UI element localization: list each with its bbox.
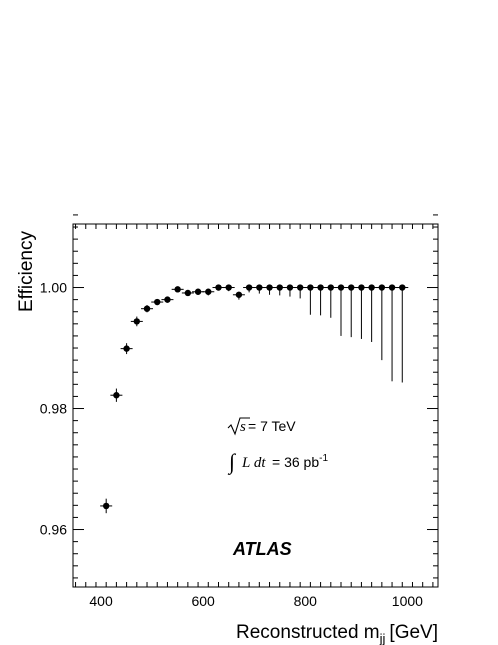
data-point — [192, 288, 205, 295]
data-point — [212, 284, 225, 291]
lumi-value-text: = 36 pb-1 — [272, 453, 328, 470]
marker — [164, 296, 171, 303]
y-tick-label: 1.00 — [40, 280, 67, 296]
axis-tick-labels: 400 600 800 1000 0.96 0.98 1.00 — [40, 280, 423, 609]
marker — [286, 284, 294, 291]
data-point — [314, 284, 327, 316]
lumi-exponent: -1 — [319, 453, 328, 464]
marker — [225, 284, 232, 291]
data-point — [324, 284, 337, 318]
data-point — [141, 305, 154, 313]
data-point — [355, 284, 368, 339]
marker — [205, 288, 212, 295]
marker — [348, 284, 355, 291]
marker — [388, 284, 396, 291]
integral-symbol: ∫ — [227, 449, 237, 475]
data-point — [171, 286, 184, 293]
data-point — [294, 284, 307, 299]
energy-annotation: s = 7 TeV — [227, 417, 296, 436]
marker — [327, 284, 334, 291]
data-point — [263, 284, 276, 295]
y-tick-label: 0.96 — [40, 522, 67, 538]
marker — [337, 284, 345, 291]
data-point — [304, 284, 317, 315]
marker — [296, 284, 304, 291]
data-point — [375, 284, 388, 361]
lumi-label-text: L dt — [241, 455, 266, 471]
marker — [235, 291, 243, 298]
marker — [276, 284, 283, 291]
x-tick-label: 800 — [294, 593, 318, 609]
experiment-label: ATLAS — [232, 539, 292, 559]
marker — [378, 284, 386, 291]
x-tick-label: 1000 — [392, 593, 423, 609]
marker — [266, 284, 273, 291]
data-point — [181, 289, 194, 297]
lumi-value: = 36 pb — [272, 454, 319, 470]
marker — [143, 305, 151, 312]
data-point — [232, 291, 245, 300]
marker — [399, 284, 406, 291]
marker — [113, 392, 120, 399]
marker — [256, 284, 263, 291]
marker — [368, 284, 375, 291]
marker — [358, 284, 365, 291]
marker — [307, 284, 314, 291]
x-axis-label-sub: jj — [379, 631, 386, 645]
data-point — [130, 316, 143, 327]
marker — [194, 288, 202, 295]
marker — [133, 318, 141, 325]
marker — [123, 345, 130, 352]
data-point — [386, 284, 399, 382]
data-point — [243, 284, 256, 293]
marker — [215, 284, 222, 291]
marker — [245, 284, 253, 291]
data-point — [273, 284, 286, 296]
data-point — [222, 284, 235, 292]
marker — [184, 289, 192, 297]
luminosity-annotation: ∫ L dt = 36 pb-1 — [227, 449, 328, 475]
data-point — [396, 284, 409, 383]
data-point — [365, 284, 378, 342]
energy-text: = 7 TeV — [248, 418, 296, 434]
x-axis-label-main: Reconstructed m — [236, 622, 380, 643]
data-point — [110, 388, 123, 402]
data-point — [100, 498, 113, 514]
x-tick-label: 600 — [191, 593, 215, 609]
y-tick-label: 0.98 — [40, 401, 67, 417]
axis-ticks — [73, 214, 438, 587]
x-axis-label-unit: [GeV] — [389, 622, 438, 643]
marker — [174, 286, 181, 293]
marker — [154, 298, 161, 306]
marker — [102, 502, 110, 510]
data-point — [120, 343, 133, 355]
data-point — [335, 284, 348, 336]
data-point — [283, 284, 296, 297]
x-axis-label: Reconstructed mjj [GeV] — [236, 622, 438, 645]
data-point — [151, 298, 164, 306]
marker — [317, 284, 324, 291]
x-tick-label: 400 — [89, 593, 113, 609]
sqrt-s-text: s — [240, 419, 246, 435]
sqrt-symbol — [227, 417, 250, 436]
data-point — [345, 284, 358, 338]
data-point — [253, 284, 266, 294]
data-point — [161, 296, 174, 303]
data-points — [100, 284, 409, 514]
data-point — [202, 288, 215, 296]
y-axis-label: Efficiency — [16, 231, 37, 312]
plot-frame — [72, 223, 439, 588]
